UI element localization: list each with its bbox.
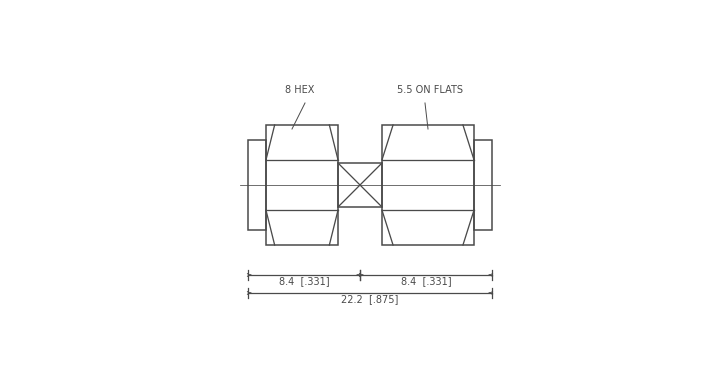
Bar: [248, 140, 266, 230]
Text: 5.5 ON FLATS: 5.5 ON FLATS: [397, 85, 463, 95]
Bar: [474, 140, 492, 230]
Text: 8 HEX: 8 HEX: [285, 85, 315, 95]
Bar: [338, 163, 382, 207]
Text: 8.4  [.331]: 8.4 [.331]: [401, 276, 451, 286]
Text: 22.2  [.875]: 22.2 [.875]: [341, 294, 399, 304]
Text: 8.4  [.331]: 8.4 [.331]: [279, 276, 329, 286]
